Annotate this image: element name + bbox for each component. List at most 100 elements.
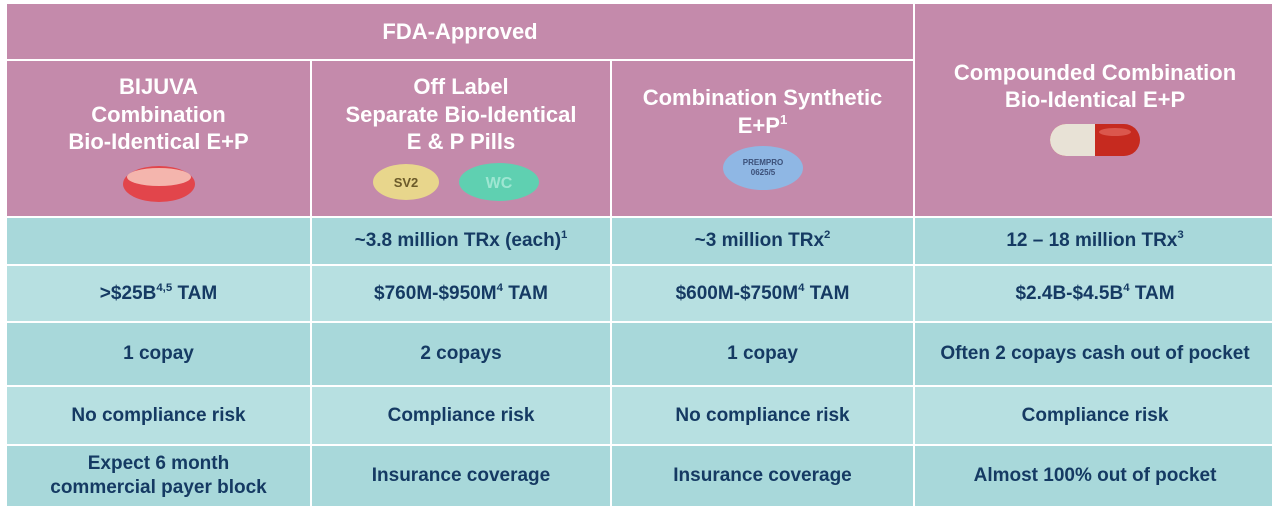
text-line: commercial payer block xyxy=(11,476,306,500)
text-line: Off Label xyxy=(316,73,606,101)
text: Often 2 copays cash out of pocket xyxy=(940,343,1250,365)
text-line: Insurance coverage xyxy=(316,464,606,488)
table-row: Expect 6 month commercial payer block Insu… xyxy=(7,446,1272,506)
text: No compliance risk xyxy=(71,404,246,426)
text: Separate Bio-Identical xyxy=(345,101,577,127)
table-cell: 2 copays xyxy=(312,323,610,385)
text-line: $2.4B-$4.5B4 TAM xyxy=(919,282,1271,306)
comparison-table: FDA-Approved Compounded Combination Bio-I… xyxy=(5,2,1272,508)
footnote-ref: 3 xyxy=(1177,229,1184,242)
text: 1 copay xyxy=(727,343,798,365)
text-line: 2 copays xyxy=(316,342,606,366)
pill-label: PREMPRO xyxy=(742,158,782,167)
text-line: Compounded Combination xyxy=(919,59,1271,87)
text-line: Almost 100% out of pocket xyxy=(919,464,1271,488)
text: $600M-$750M xyxy=(675,282,799,304)
table-cell: >$25B4,5 TAM xyxy=(7,266,310,321)
text: E+P xyxy=(737,112,780,138)
column-header: Combination Synthetic E+P1 PREMPRO 0625/5 xyxy=(612,61,914,216)
text: Combination Synthetic xyxy=(642,85,883,110)
text: Combination xyxy=(91,101,226,127)
text: Insurance coverage xyxy=(371,465,551,487)
text: Expect 6 month xyxy=(87,453,230,475)
text-line: Combination xyxy=(11,101,306,129)
text: >$25B xyxy=(99,282,157,304)
column-header: Off Label Separate Bio-Identical E & P Pil… xyxy=(312,61,610,216)
text-line: 12 – 18 million TRx3 xyxy=(919,229,1271,253)
table-cell: ~3 million TRx2 xyxy=(612,218,914,264)
text: 12 – 18 million TRx xyxy=(1006,230,1178,252)
header-text: BIJUVA Combination Bio-Identical E+P xyxy=(11,73,306,156)
text-line: $600M-$750M4 TAM xyxy=(616,282,909,306)
footnote-ref: 4,5 xyxy=(156,281,173,294)
pill-label: WC xyxy=(486,175,513,192)
column-header: BIJUVA Combination Bio-Identical E+P xyxy=(7,61,310,216)
text: E & P Pills xyxy=(406,129,516,155)
text: TAM xyxy=(804,282,850,304)
text: Insurance coverage xyxy=(673,465,852,487)
table-cell: 12 – 18 million TRx3 xyxy=(915,218,1272,264)
table-cell: 1 copay xyxy=(7,323,310,385)
text: TAM xyxy=(502,282,548,304)
text: $760M-$950M xyxy=(374,282,497,304)
table-cell: Insurance coverage xyxy=(312,446,610,506)
text-line: ~3 million TRx2 xyxy=(616,229,909,253)
text-line: BIJUVA xyxy=(11,73,306,101)
table-cell: No compliance risk xyxy=(7,387,310,444)
text-line: Separate Bio-Identical xyxy=(316,101,606,129)
text: Off Label xyxy=(413,74,509,100)
text: Almost 100% out of pocket xyxy=(973,465,1217,487)
text: No compliance risk xyxy=(675,404,850,426)
text-line: Combination Synthetic xyxy=(616,84,909,112)
text: 2 copays xyxy=(420,343,502,365)
footnote-ref: 1 xyxy=(779,111,788,127)
text: Compounded Combination xyxy=(953,59,1237,85)
header-text: Off Label Separate Bio-Identical E & P Pil… xyxy=(316,73,606,156)
table-cell: ~3.8 million TRx (each)1 xyxy=(312,218,610,264)
text: commercial payer block xyxy=(50,477,267,498)
text-line: No compliance risk xyxy=(616,404,909,428)
table-cell xyxy=(7,218,310,264)
pill-label: 0625/5 xyxy=(750,168,775,177)
table-row: >$25B4,5 TAM $760M-$950M4 TAM $600M-$750M4… xyxy=(7,266,1272,321)
text: Compliance risk xyxy=(1021,404,1169,426)
footnote-ref: 4 xyxy=(798,281,805,294)
table-cell: $600M-$750M4 TAM xyxy=(612,266,914,321)
table-cell: Insurance coverage xyxy=(612,446,914,506)
table-body: ~3.8 million TRx (each)1 ~3 million TRx2 1… xyxy=(7,218,1272,506)
text: BIJUVA xyxy=(118,74,199,100)
text-line: Bio-Identical E+P xyxy=(11,128,306,156)
table-cell: Often 2 copays cash out of pocket xyxy=(915,323,1272,385)
footnote-ref: 4 xyxy=(496,281,503,294)
text-line: ~3.8 million TRx (each)1 xyxy=(316,229,606,253)
text-line: No compliance risk xyxy=(11,404,306,428)
text: Bio-Identical E+P xyxy=(1004,87,1186,112)
header-text: Combination Synthetic E+P1 xyxy=(616,84,909,139)
text: TAM xyxy=(172,282,218,304)
text-line: 1 copay xyxy=(11,342,306,366)
table-cell: Almost 100% out of pocket xyxy=(915,446,1272,506)
column-header: Compounded Combination Bio-Identical E+P xyxy=(915,4,1272,216)
text-line: Expect 6 month xyxy=(11,452,306,476)
text-line: Compliance risk xyxy=(919,404,1271,428)
table-cell: Expect 6 month commercial payer block xyxy=(7,446,310,506)
text-line: Compliance risk xyxy=(316,404,606,428)
table-row: No compliance risk Compliance risk No comp… xyxy=(7,387,1272,444)
text-line: E+P1 xyxy=(616,112,909,140)
text-line: E & P Pills xyxy=(316,128,606,156)
text-line: Bio-Identical E+P xyxy=(919,86,1271,114)
pill-icon: PREMPRO 0625/5 xyxy=(722,146,803,190)
header-text: Compounded Combination Bio-Identical E+P xyxy=(919,59,1271,114)
table-cell: $760M-$950M4 TAM xyxy=(312,266,610,321)
table-row: ~3.8 million TRx (each)1 ~3 million TRx2 1… xyxy=(7,218,1272,264)
text: TAM xyxy=(1129,282,1175,304)
text-line: Often 2 copays cash out of pocket xyxy=(919,342,1271,366)
pill-icon xyxy=(122,165,195,202)
pills-icon: SV2 WC xyxy=(373,162,539,201)
text: ~3.8 million TRx (each) xyxy=(354,230,562,252)
text: ~3 million TRx xyxy=(694,230,825,252)
footnote-ref: 1 xyxy=(561,229,568,242)
pill-label: SV2 xyxy=(394,175,419,190)
text: Compliance risk xyxy=(387,404,535,426)
table-cell: 1 copay xyxy=(612,323,914,385)
